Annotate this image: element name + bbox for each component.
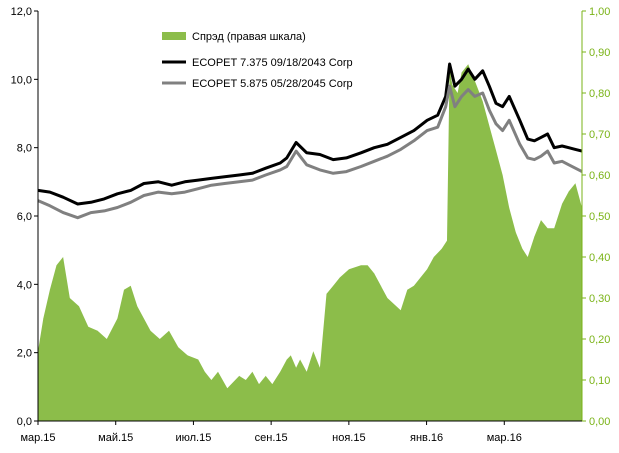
spread-area-layer bbox=[37, 64, 583, 422]
right-tick-label: 0,00 bbox=[589, 416, 610, 428]
right-tick-label: 0,60 bbox=[589, 170, 610, 182]
left-tick-label: 2,0 bbox=[17, 348, 32, 360]
legend: Спрэд (правая шкала) ECOPET 7.375 09/18/… bbox=[162, 31, 353, 90]
right-tick-label: 0,50 bbox=[589, 211, 610, 223]
legend-label-bond1: ECOPET 7.375 09/18/2043 Corp bbox=[192, 57, 353, 69]
ticks-layer: 0,0 2,0 4,0 6,0 8,0 10,0 12,0 0,00 0,10 0,20 0,30 0… bbox=[11, 6, 611, 444]
legend-swatch-spread bbox=[162, 32, 186, 40]
right-tick-label: 0,10 bbox=[589, 375, 610, 387]
x-tick-label: мар.15 bbox=[20, 432, 55, 444]
left-tick-label: 12,0 bbox=[11, 6, 32, 18]
spread-area bbox=[38, 64, 582, 422]
left-tick-label: 0,0 bbox=[17, 416, 32, 428]
right-tick-label: 0,90 bbox=[589, 47, 610, 59]
x-tick-label: май.15 bbox=[98, 432, 133, 444]
left-tick-label: 10,0 bbox=[11, 74, 32, 86]
left-tick-label: 8,0 bbox=[17, 143, 32, 155]
bond-lines-layer bbox=[37, 62, 583, 220]
x-tick-label: ноя.15 bbox=[332, 432, 365, 444]
left-tick-label: 6,0 bbox=[17, 211, 32, 223]
right-tick-label: 0,30 bbox=[589, 293, 610, 305]
x-tick-label: мар.16 bbox=[487, 432, 522, 444]
right-tick-label: 0,40 bbox=[589, 252, 610, 264]
legend-label-spread: Спрэд (правая шкала) bbox=[192, 31, 306, 43]
x-tick-label: янв.16 bbox=[410, 432, 443, 444]
right-tick-label: 0,20 bbox=[589, 334, 610, 346]
x-tick-label: сен.15 bbox=[255, 432, 288, 444]
right-tick-label: 1,00 bbox=[589, 6, 610, 18]
right-tick-label: 0,80 bbox=[589, 88, 610, 100]
x-tick-label: июл.15 bbox=[175, 432, 211, 444]
legend-label-bond2: ECOPET 5.875 05/28/2045 Corp bbox=[192, 78, 353, 90]
left-tick-label: 4,0 bbox=[17, 279, 32, 291]
right-tick-label: 0,70 bbox=[589, 129, 610, 141]
